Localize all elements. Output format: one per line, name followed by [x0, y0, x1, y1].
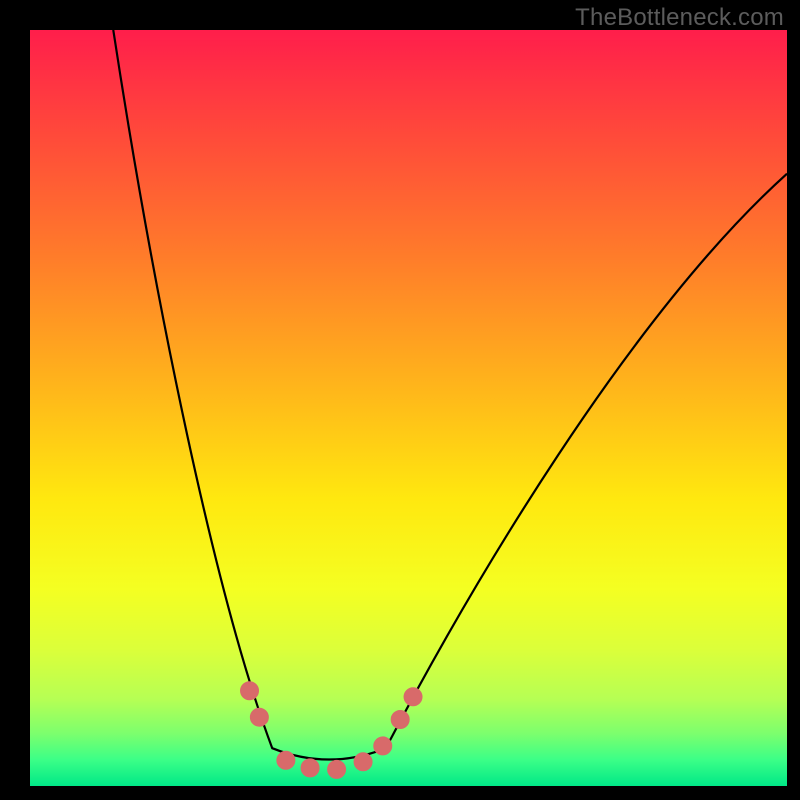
curve-point [404, 688, 422, 706]
gradient-background [30, 30, 787, 786]
curve-point [374, 737, 392, 755]
curve-point [250, 708, 268, 726]
curve-point [354, 753, 372, 771]
chart-svg [30, 30, 787, 786]
curve-point [391, 710, 409, 728]
curve-point [328, 760, 346, 778]
plot-area [30, 30, 787, 786]
curve-point [277, 751, 295, 769]
curve-point [241, 682, 259, 700]
watermark-text: TheBottleneck.com [575, 4, 784, 32]
curve-point [301, 759, 319, 777]
